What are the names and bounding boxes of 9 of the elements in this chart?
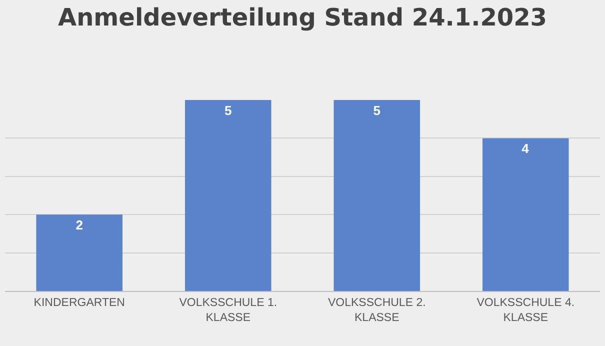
x-tick-label: VOLKSSCHULE 2. KLASSE [328, 296, 426, 324]
chart-title: Anmeldeverteilung Stand 24.1.2023 [58, 3, 547, 32]
x-tick-label: KINDERGARTEN [34, 296, 125, 309]
x-tick-label: VOLKSSCHULE 1. KLASSE [179, 296, 278, 324]
data-label: 4 [522, 141, 530, 156]
x-tick-label: VOLKSSCHULE 4. KLASSE [476, 296, 575, 324]
data-label: 5 [373, 103, 380, 118]
data-label: 5 [224, 103, 232, 118]
data-label: 2 [76, 218, 83, 233]
